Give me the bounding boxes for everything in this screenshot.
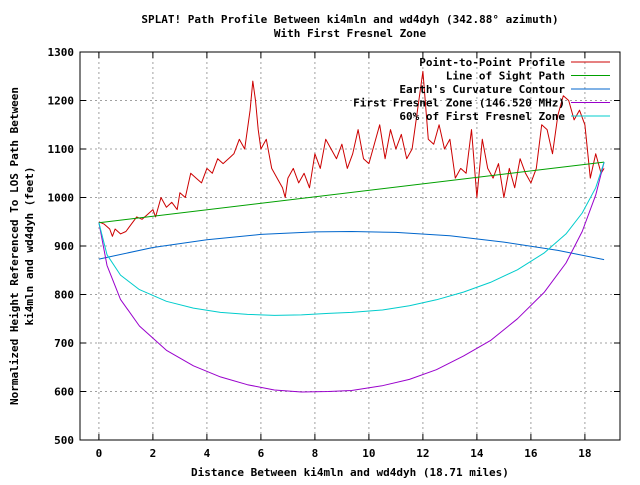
legend-label-5: 60% of First Fresnel Zone xyxy=(399,110,565,123)
y-axis-label-line-1: Normalized Height Referenced To LOS Path… xyxy=(8,87,21,405)
legend-label-4: First Fresnel Zone (146.520 MHz) xyxy=(353,97,565,110)
chart-title-line-2: With First Fresnel Zone xyxy=(274,27,427,40)
tick-layer: 0 2 4 6 8 10 12 14 16 18 500 600 700 800 900 1000 1100 12… xyxy=(48,46,620,460)
legend-label-2: Line of Sight Path xyxy=(446,70,565,83)
legend-label-3: Earth's Curvature Contour xyxy=(399,83,565,96)
y-tick-label: 800 xyxy=(54,289,74,302)
x-tick-label: 4 xyxy=(204,447,211,460)
series-line-5 xyxy=(98,161,605,316)
y-tick-label: 700 xyxy=(54,337,74,350)
x-tick-label: 2 xyxy=(150,447,157,460)
x-tick-label: 14 xyxy=(470,447,484,460)
x-tick-label: 6 xyxy=(258,447,265,460)
x-tick-label: 0 xyxy=(96,447,103,460)
x-tick-label: 10 xyxy=(362,447,375,460)
y-tick-label: 500 xyxy=(54,434,74,447)
series-line-4 xyxy=(98,161,605,393)
x-tick-label: 12 xyxy=(416,447,429,460)
y-tick-label: 1300 xyxy=(48,46,75,59)
y-axis-label-line-2: ki4mln and wd4dyh (feet) xyxy=(23,167,36,326)
legend-label-1: Point-to-Point Profile xyxy=(419,56,565,69)
x-tick-label: 16 xyxy=(524,447,538,460)
chart-title-line-1: SPLAT! Path Profile Between ki4mln and w… xyxy=(141,13,558,26)
y-tick-label: 1000 xyxy=(48,192,75,205)
x-tick-label: 18 xyxy=(578,447,591,460)
series-layer xyxy=(98,70,605,393)
y-tick-label: 600 xyxy=(54,386,74,399)
plot-frame xyxy=(79,51,621,441)
series-line-2 xyxy=(98,161,605,224)
x-tick-label: 8 xyxy=(312,447,319,460)
y-tick-label: 900 xyxy=(54,240,74,253)
x-axis-label: Distance Between ki4mln and wd4dyh (18.7… xyxy=(191,466,509,479)
series-line-3 xyxy=(98,231,605,261)
y-tick-label: 1200 xyxy=(48,95,75,108)
series-line-1 xyxy=(98,70,605,237)
y-tick-label: 1100 xyxy=(48,143,75,156)
